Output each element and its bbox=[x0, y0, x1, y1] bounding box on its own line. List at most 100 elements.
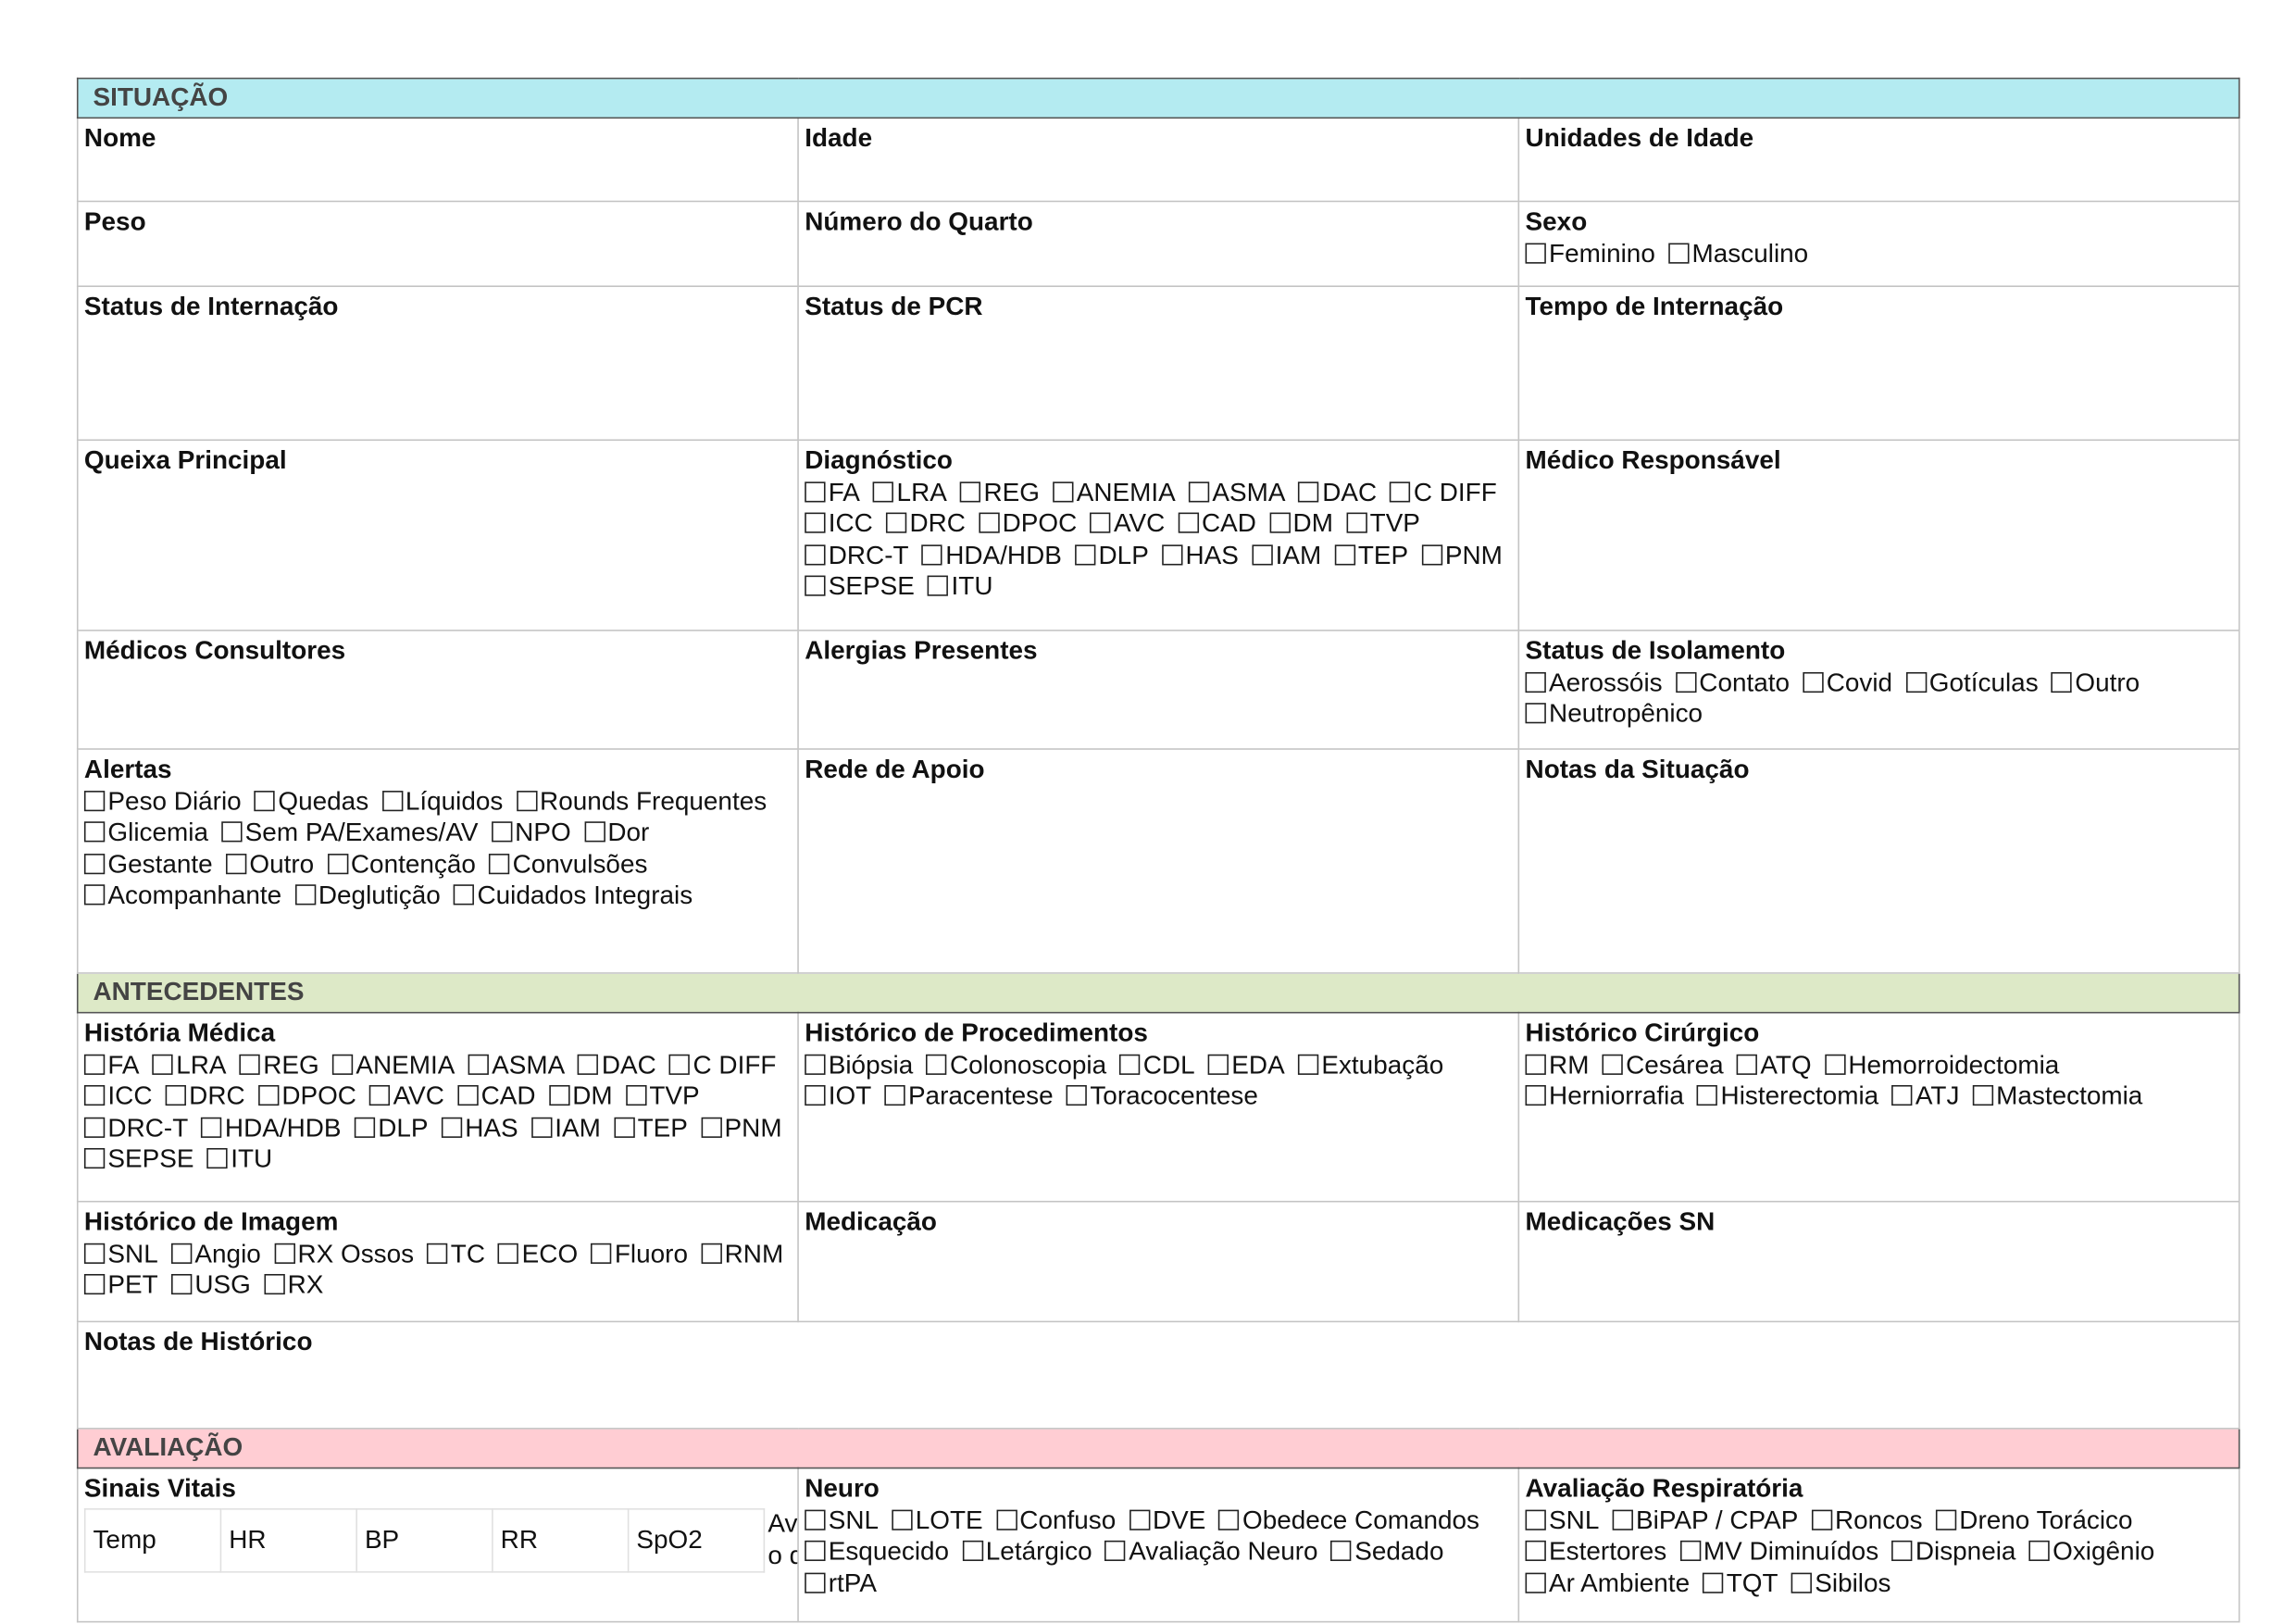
checkbox-option[interactable]: Paracentese bbox=[884, 1081, 1054, 1110]
checkbox-option[interactable]: RX bbox=[264, 1270, 323, 1299]
checkbox-option[interactable]: LRA bbox=[152, 1049, 227, 1079]
checkbox-option[interactable]: TVP bbox=[625, 1081, 700, 1110]
checkbox-option[interactable]: Extubação bbox=[1297, 1049, 1443, 1079]
checkbox-option[interactable]: rtPA bbox=[805, 1568, 877, 1597]
checkbox-option[interactable]: DRC bbox=[165, 1081, 245, 1110]
checkbox-option[interactable]: DPOC bbox=[979, 508, 1077, 538]
checkbox-option[interactable]: RNM bbox=[701, 1238, 783, 1268]
checkbox-option[interactable]: Biópsia bbox=[805, 1049, 913, 1079]
checkbox-option[interactable]: DM bbox=[1269, 508, 1333, 538]
checkbox-option[interactable]: Acompanhante bbox=[83, 881, 281, 910]
checkbox-option[interactable]: Letárgico bbox=[962, 1536, 1092, 1566]
checkbox-option[interactable]: Cuidados Integrais bbox=[453, 881, 693, 910]
checkbox-option[interactable]: ANEMIA bbox=[1053, 477, 1176, 506]
checkbox-option[interactable]: Obedece Comandos bbox=[1218, 1505, 1479, 1534]
checkbox-option[interactable]: IOT bbox=[805, 1081, 871, 1110]
checkbox-option[interactable]: Sibilos bbox=[1791, 1568, 1890, 1597]
checkbox-option[interactable]: C DIFF bbox=[1390, 477, 1497, 506]
checkbox-option[interactable]: Esquecido bbox=[805, 1536, 949, 1566]
checkbox-option[interactable]: RM bbox=[1525, 1049, 1589, 1079]
checkbox-option[interactable]: Outro bbox=[2051, 668, 2140, 697]
checkbox-option[interactable]: DPOC bbox=[257, 1081, 356, 1110]
checkbox-option[interactable]: Rounds Frequentes bbox=[516, 786, 767, 815]
checkbox-option[interactable]: FA bbox=[805, 477, 860, 506]
checkbox-option[interactable]: Roncos bbox=[1811, 1505, 1923, 1534]
checkbox-option[interactable]: NPO bbox=[491, 818, 571, 846]
checkbox-option[interactable]: Gotículas bbox=[1905, 668, 2039, 697]
checkbox-option[interactable]: Dispneia bbox=[1891, 1536, 2015, 1566]
checkbox-option[interactable]: Contenção bbox=[327, 849, 476, 879]
checkbox-option[interactable]: HDA/HDB bbox=[921, 540, 1062, 569]
checkbox-option[interactable]: PET bbox=[83, 1270, 158, 1299]
checkbox-option[interactable]: DAC bbox=[578, 1049, 656, 1079]
checkbox-option[interactable]: DLP bbox=[1075, 540, 1149, 569]
checkbox-option[interactable]: Oxigênio bbox=[2028, 1536, 2154, 1566]
checkbox-option[interactable]: Colonoscopia bbox=[926, 1049, 1106, 1079]
checkbox-option[interactable]: PNM bbox=[701, 1113, 782, 1142]
checkbox-option[interactable]: ASMA bbox=[1188, 477, 1286, 506]
checkbox-option[interactable]: Fluoro bbox=[591, 1238, 688, 1268]
checkbox-option[interactable]: Sem PA/Exames/AV bbox=[221, 818, 478, 846]
checkbox-option[interactable]: Mastectomia bbox=[1972, 1081, 2142, 1110]
checkbox-option[interactable]: ATJ bbox=[1891, 1081, 1959, 1110]
checkbox-option[interactable]: SNL bbox=[83, 1238, 158, 1268]
checkbox-option[interactable]: PNM bbox=[1421, 540, 1503, 569]
checkbox-option[interactable]: EDA bbox=[1207, 1049, 1285, 1079]
checkbox-option[interactable]: Neutropênico bbox=[1525, 699, 1703, 728]
checkbox-option[interactable]: ANEMIA bbox=[331, 1049, 455, 1079]
checkbox-option[interactable]: Aerossóis bbox=[1525, 668, 1663, 697]
checkbox-option[interactable]: TVP bbox=[1346, 508, 1420, 538]
checkbox-option[interactable]: Estertores bbox=[1525, 1536, 1666, 1566]
checkbox-option[interactable]: TQT bbox=[1703, 1568, 1778, 1597]
checkbox-option[interactable]: DVE bbox=[1129, 1505, 1205, 1534]
checkbox-option[interactable]: Glicemia bbox=[83, 818, 208, 846]
checkbox-option[interactable]: FA bbox=[83, 1049, 140, 1079]
checkbox-option[interactable]: Confuso bbox=[995, 1505, 1116, 1534]
checkbox-option[interactable]: Contato bbox=[1675, 668, 1790, 697]
checkbox-option[interactable]: CAD bbox=[1178, 508, 1256, 538]
checkbox-option[interactable]: REG bbox=[960, 477, 1040, 506]
checkbox-option[interactable]: Sedado bbox=[1330, 1536, 1443, 1566]
checkbox-option[interactable]: Covid bbox=[1803, 668, 1892, 697]
checkbox-option[interactable]: AVC bbox=[1090, 508, 1165, 538]
checkbox-option[interactable]: ITU bbox=[927, 571, 992, 601]
checkbox-option[interactable]: Outro bbox=[225, 849, 314, 879]
checkbox-option[interactable]: ITU bbox=[206, 1144, 272, 1173]
checkbox-option[interactable]: Toracocentese bbox=[1066, 1081, 1258, 1110]
checkbox-option[interactable]: TEP bbox=[1334, 540, 1408, 569]
checkbox-option[interactable]: DM bbox=[548, 1081, 613, 1110]
checkbox-option[interactable]: SEPSE bbox=[805, 571, 915, 601]
checkbox-option[interactable]: Deglutição bbox=[294, 881, 441, 910]
checkbox-option[interactable]: ATQ bbox=[1736, 1049, 1812, 1079]
checkbox-option[interactable]: IAM bbox=[530, 1113, 601, 1142]
checkbox-option[interactable]: HDA/HDB bbox=[201, 1113, 342, 1142]
checkbox-option[interactable]: Hemorroidectomia bbox=[1824, 1049, 2060, 1079]
checkbox-option[interactable]: REG bbox=[239, 1049, 319, 1079]
checkbox-option[interactable]: BiPAP / CPAP bbox=[1612, 1505, 1798, 1534]
checkbox-option[interactable]: Quedas bbox=[254, 786, 368, 815]
checkbox-option[interactable]: HAS bbox=[441, 1113, 518, 1142]
checkbox-option[interactable]: Feminino bbox=[1525, 238, 1655, 268]
checkbox-option[interactable]: MV Diminuídos bbox=[1679, 1536, 1878, 1566]
checkbox-option[interactable]: Histerectomia bbox=[1697, 1081, 1878, 1110]
checkbox-option[interactable]: HAS bbox=[1161, 540, 1239, 569]
checkbox-option[interactable]: Masculino bbox=[1668, 238, 1808, 268]
checkbox-option[interactable]: Dor bbox=[583, 818, 649, 846]
checkbox-option[interactable]: Angio bbox=[170, 1238, 261, 1268]
checkbox-option[interactable]: LRA bbox=[873, 477, 947, 506]
checkbox-option[interactable]: SNL bbox=[1525, 1505, 1600, 1534]
checkbox-option[interactable]: Gestante bbox=[83, 849, 213, 879]
checkbox-option[interactable]: Convulsões bbox=[489, 849, 647, 879]
checkbox-option[interactable]: ECO bbox=[498, 1238, 578, 1268]
checkbox-option[interactable]: DRC-T bbox=[805, 540, 909, 569]
checkbox-option[interactable]: ICC bbox=[805, 508, 873, 538]
checkbox-option[interactable]: ASMA bbox=[468, 1049, 565, 1079]
checkbox-option[interactable]: ICC bbox=[83, 1081, 153, 1110]
checkbox-option[interactable]: SNL bbox=[805, 1505, 879, 1534]
checkbox-option[interactable]: DLP bbox=[354, 1113, 429, 1142]
checkbox-option[interactable]: C DIFF bbox=[668, 1049, 776, 1079]
checkbox-option[interactable]: DAC bbox=[1298, 477, 1377, 506]
checkbox-option[interactable]: Líquidos bbox=[381, 786, 503, 815]
checkbox-option[interactable]: RX Ossos bbox=[273, 1238, 414, 1268]
checkbox-option[interactable]: CDL bbox=[1119, 1049, 1195, 1079]
